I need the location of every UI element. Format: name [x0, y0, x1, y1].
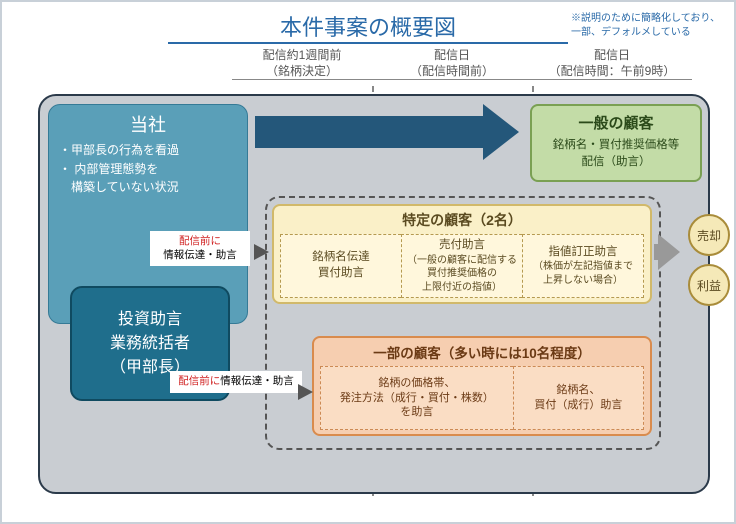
main-arrow	[255, 110, 515, 154]
general-customer-box: 一般の顧客 銘柄名・買付推奨価格等 配信（助言）	[530, 104, 702, 182]
spec2-l3: 上限付近の指値）	[404, 281, 520, 295]
company-item-2: 内部管理態勢を 構築していない状況	[59, 160, 237, 197]
timeline-col3-l2: （配信時間：午前9時）	[549, 64, 676, 78]
some2-l1: 銘柄名、	[516, 383, 641, 398]
specific-sub-1: 銘柄名伝達 買付助言	[280, 234, 401, 298]
spec3-l2: 上昇しない場合）	[525, 274, 641, 288]
outcome-arrow-icon	[658, 234, 680, 270]
diagram-title: 本件事案の概要図	[168, 2, 568, 44]
spec2-hd: 売付助言	[404, 238, 520, 254]
arrow-icon-2	[298, 384, 313, 400]
some1-l2: 発注方法（成行・買付・株数）	[323, 391, 511, 406]
timeline-col-1: 配信約1週間前 （銘柄決定）	[232, 48, 372, 80]
diagram-canvas: 当社 甲部長の行為を看過 内部管理態勢を 構築していない状況 投資助言 業務統括…	[38, 94, 710, 494]
general-title: 一般の顧客	[538, 112, 694, 133]
company-item-1: 甲部長の行為を看過	[59, 141, 237, 160]
company-title: 当社	[59, 111, 237, 137]
outcome-circle-sell: 売却	[688, 214, 730, 256]
some-customer-box: 一部の顧客（多い時には10名程度） 銘柄の価格帯、 発注方法（成行・買付・株数）…	[312, 336, 652, 436]
some-sub-2: 銘柄名、 買付（成行）助言	[513, 366, 644, 430]
specific-customer-box: 特定の顧客（2名） 銘柄名伝達 買付助言 売付助言 （一般の顧客に配信する 買付…	[272, 204, 652, 304]
advisor-l2: 業務統括者	[110, 335, 190, 352]
timeline-col3-l1: 配信日	[594, 48, 630, 62]
footnote-line1: ※説明のために簡略化しており、	[571, 13, 720, 24]
general-body-l1: 銘柄名・買付推奨価格等	[553, 139, 680, 151]
company-item2-l2: 構築していない状況	[71, 180, 179, 194]
timeline-col1-l1: 配信約1週間前	[263, 48, 342, 62]
timeline-col2-l1: 配信日	[434, 48, 470, 62]
pre-delivery-label-2: 配信前に情報伝達・助言	[170, 371, 302, 393]
some1-l3: を助言	[323, 405, 511, 420]
spec1-l1: 銘柄名伝達	[283, 250, 399, 266]
pre-delivery-label-1: 配信前に 情報伝達・助言	[150, 231, 250, 266]
lbl1-red: 配信前に	[179, 235, 221, 247]
some1-l1: 銘柄の価格帯、	[323, 376, 511, 391]
spec2-l1: （一般の顧客に配信する	[404, 254, 520, 268]
lbl1-rest: 情報伝達・助言	[163, 249, 237, 261]
specific-sub-3: 指値訂正助言 （株価が左記指値まで 上昇しない場合）	[522, 234, 644, 298]
spec1-l2: 買付助言	[283, 266, 399, 282]
timeline-col1-l2: （銘柄決定）	[266, 64, 338, 78]
company-item2-l1: 内部管理態勢を	[74, 162, 158, 176]
timeline-col2-l2: （配信時間前）	[410, 64, 494, 78]
spec2-l2: 買付推奨価格の	[404, 267, 520, 281]
timeline-col-2: 配信日 （配信時間前）	[372, 48, 532, 80]
specific-title: 特定の顧客（2名）	[280, 210, 644, 230]
advisor-l1: 投資助言	[118, 311, 182, 328]
some2-l2: 買付（成行）助言	[516, 398, 641, 413]
footnote: ※説明のために簡略化しており、 一部、デフォルメしている	[571, 12, 720, 40]
lbl2-rest: 情報伝達・助言	[220, 375, 294, 387]
some-sub-1: 銘柄の価格帯、 発注方法（成行・買付・株数） を助言	[320, 366, 513, 430]
general-body-l2: 配信（助言）	[582, 156, 651, 168]
some-title: 一部の顧客（多い時には10名程度）	[320, 342, 644, 362]
specific-sub-2: 売付助言 （一般の顧客に配信する 買付推奨価格の 上限付近の指値）	[401, 234, 522, 298]
spec3-hd: 指値訂正助言	[525, 245, 641, 261]
outcome-circle-profit: 利益	[688, 264, 730, 306]
timeline-header: 配信約1週間前 （銘柄決定） 配信日 （配信時間前） 配信日 （配信時間：午前9…	[232, 48, 692, 80]
timeline-col-3: 配信日 （配信時間：午前9時）	[532, 48, 692, 80]
arrow-icon-1	[254, 244, 269, 260]
lbl2-red: 配信前に	[178, 375, 220, 387]
footnote-line2: 一部、デフォルメしている	[571, 27, 691, 38]
spec3-l1: （株価が左記指値まで	[525, 260, 641, 274]
